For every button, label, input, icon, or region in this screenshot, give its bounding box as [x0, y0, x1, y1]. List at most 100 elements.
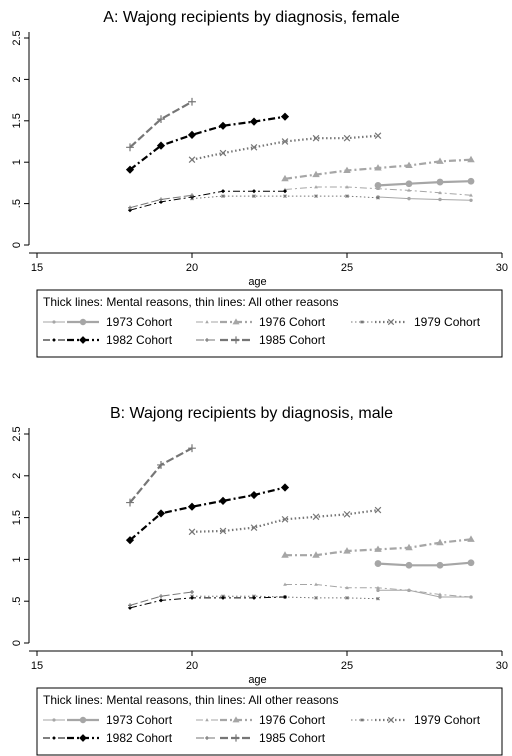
x-tick-label: 20: [186, 262, 198, 274]
data-point: [438, 595, 442, 599]
legend-label: 1985 Cohort: [259, 333, 326, 347]
series-line: [191, 134, 379, 161]
data-point: [218, 121, 228, 130]
data-point: [187, 502, 197, 511]
data-point: [436, 561, 444, 569]
data-point: [281, 515, 289, 523]
legend-thin-marker: [205, 718, 209, 722]
legend-entry-1979-cohort: 1979 Cohort: [351, 713, 481, 727]
legend-entry-1979-cohort: 1979 Cohort: [351, 315, 481, 329]
legend-title: Thick lines: Mental reasons, thin lines:…: [43, 295, 338, 309]
data-point: [376, 596, 380, 601]
data-point: [467, 559, 475, 567]
y-tick-label: 0: [11, 242, 23, 248]
series-1982-cohort-mental: [125, 112, 290, 174]
data-point: [405, 543, 413, 551]
x-axis-label: age: [248, 674, 266, 686]
legend-thick-marker: [79, 716, 87, 724]
legend-label: 1976 Cohort: [259, 315, 326, 329]
legend-label: 1979 Cohort: [414, 315, 481, 329]
data-point: [126, 498, 134, 507]
data-point: [280, 483, 290, 492]
data-point: [156, 141, 166, 150]
data-point: [467, 535, 475, 542]
data-point: [438, 592, 442, 596]
legend-thin-marker: [52, 736, 56, 740]
legend-label: 1979 Cohort: [414, 713, 481, 727]
data-point: [188, 444, 196, 453]
data-point: [376, 186, 380, 190]
data-point: [188, 156, 196, 164]
legend: Thick lines: Mental reasons, thin lines:…: [36, 687, 503, 756]
data-point: [127, 208, 133, 213]
data-point: [280, 112, 290, 121]
x-tick-label: 25: [341, 660, 353, 672]
x-tick-label: 20: [186, 660, 198, 672]
legend-label: 1982 Cohort: [106, 731, 173, 745]
series-1979-cohort-mental: [188, 506, 382, 536]
data-point: [157, 461, 165, 469]
series-1976-cohort-mental: [281, 535, 475, 558]
data-point: [405, 561, 413, 569]
legend-box: [36, 687, 503, 756]
data-point: [467, 177, 475, 185]
data-point: [405, 161, 413, 169]
data-point: [188, 97, 196, 106]
data-point: [219, 149, 227, 157]
data-point: [438, 190, 442, 195]
series-1973-cohort-other: [376, 195, 473, 202]
legend-thick-marker: [232, 716, 240, 723]
y-tick-label: 2.5: [11, 426, 23, 441]
chart-title: B: Wajong recipients by diagnosis, male: [110, 405, 393, 422]
data-point: [281, 174, 289, 182]
data-point: [436, 157, 444, 164]
legend-entry-1985-cohort: 1985 Cohort: [196, 731, 326, 745]
series-1973-cohort-other: [376, 588, 473, 599]
legend-thick-marker: [79, 734, 87, 742]
data-point: [252, 194, 256, 199]
legend-thick-marker: [79, 336, 87, 344]
series-1973-cohort-mental: [374, 559, 475, 569]
data-point: [158, 199, 164, 204]
data-point: [221, 194, 225, 199]
y-tick-label: .5: [11, 597, 23, 606]
legend-entry-1982-cohort: 1982 Cohort: [43, 333, 173, 347]
y-tick-label: 1.5: [11, 113, 23, 128]
data-point: [343, 547, 351, 554]
legend-thick-marker: [232, 734, 240, 742]
series-line: [129, 486, 286, 542]
data-point: [407, 188, 411, 192]
legend-entry-1973-cohort: 1973 Cohort: [43, 315, 173, 329]
series-1976-cohort-other: [283, 185, 473, 197]
data-point: [159, 197, 163, 202]
data-point: [376, 585, 380, 590]
data-point: [249, 117, 259, 126]
y-tick-label: 0: [11, 640, 23, 646]
legend-title: Thick lines: Mental reasons, thin lines:…: [43, 693, 338, 707]
data-point: [312, 170, 320, 178]
legend-entry-1976-cohort: 1976 Cohort: [196, 315, 326, 329]
data-point: [343, 134, 351, 142]
data-point: [374, 545, 382, 552]
x-tick-label: 30: [496, 660, 508, 672]
series-line: [129, 190, 285, 211]
series-line: [129, 115, 286, 171]
legend-thick-marker: [387, 716, 395, 724]
data-point: [283, 194, 287, 199]
data-point: [407, 196, 411, 201]
series-line: [129, 100, 193, 149]
data-point: [157, 115, 165, 124]
legend-thick-marker: [232, 318, 240, 325]
data-point: [251, 189, 257, 194]
data-point: [374, 164, 382, 171]
data-point: [282, 594, 288, 600]
legend-label: 1976 Cohort: [259, 713, 326, 727]
y-tick-label: 1: [11, 556, 23, 562]
data-point: [127, 605, 133, 610]
data-point: [314, 185, 318, 189]
data-point: [343, 510, 351, 518]
y-tick-label: 2.5: [11, 30, 23, 45]
data-point: [125, 165, 135, 174]
data-point: [128, 603, 132, 608]
series-1985-cohort-other: [128, 193, 194, 210]
